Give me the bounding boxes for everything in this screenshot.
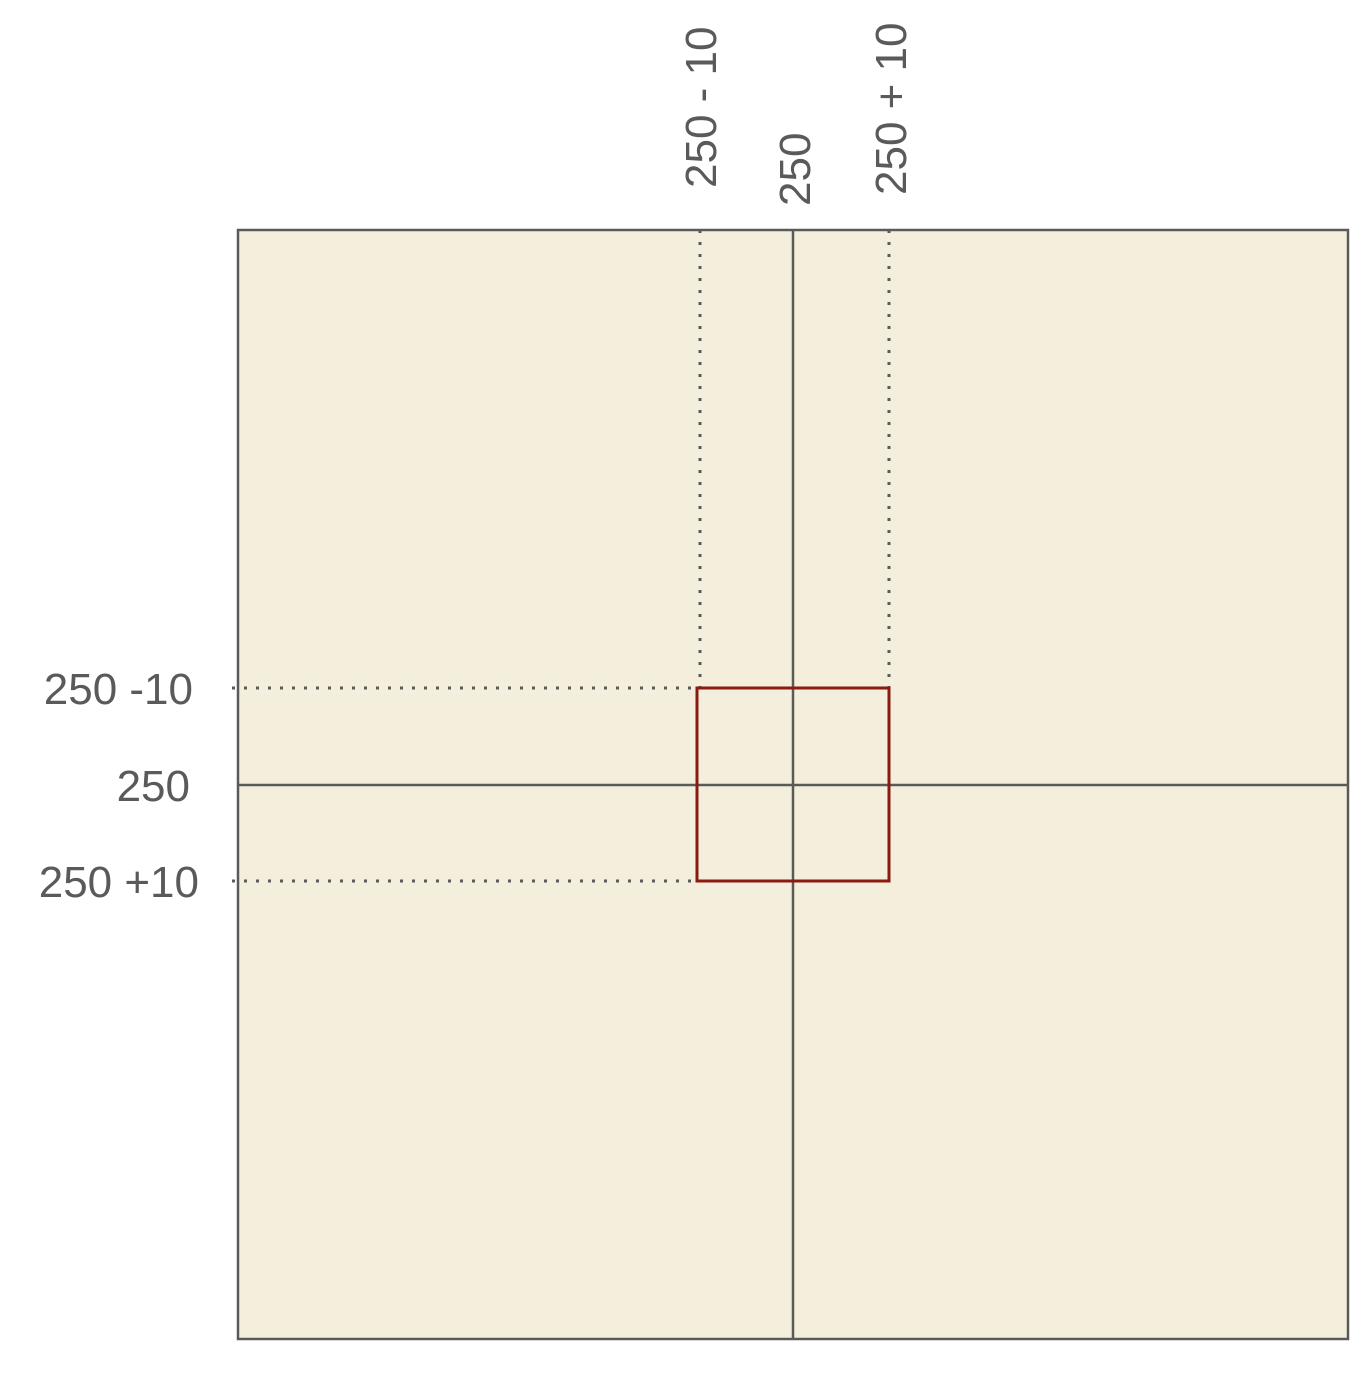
label-y-plus: 250 +10: [39, 858, 199, 907]
label-y-minus: 250 -10: [44, 665, 193, 714]
label-y-center: 250: [117, 762, 190, 811]
label-x-plus: 250 + 10: [867, 23, 916, 196]
highlight-box: [695, 686, 891, 883]
label-x-minus: 250 - 10: [677, 27, 726, 188]
label-x-center: 250: [771, 133, 820, 206]
